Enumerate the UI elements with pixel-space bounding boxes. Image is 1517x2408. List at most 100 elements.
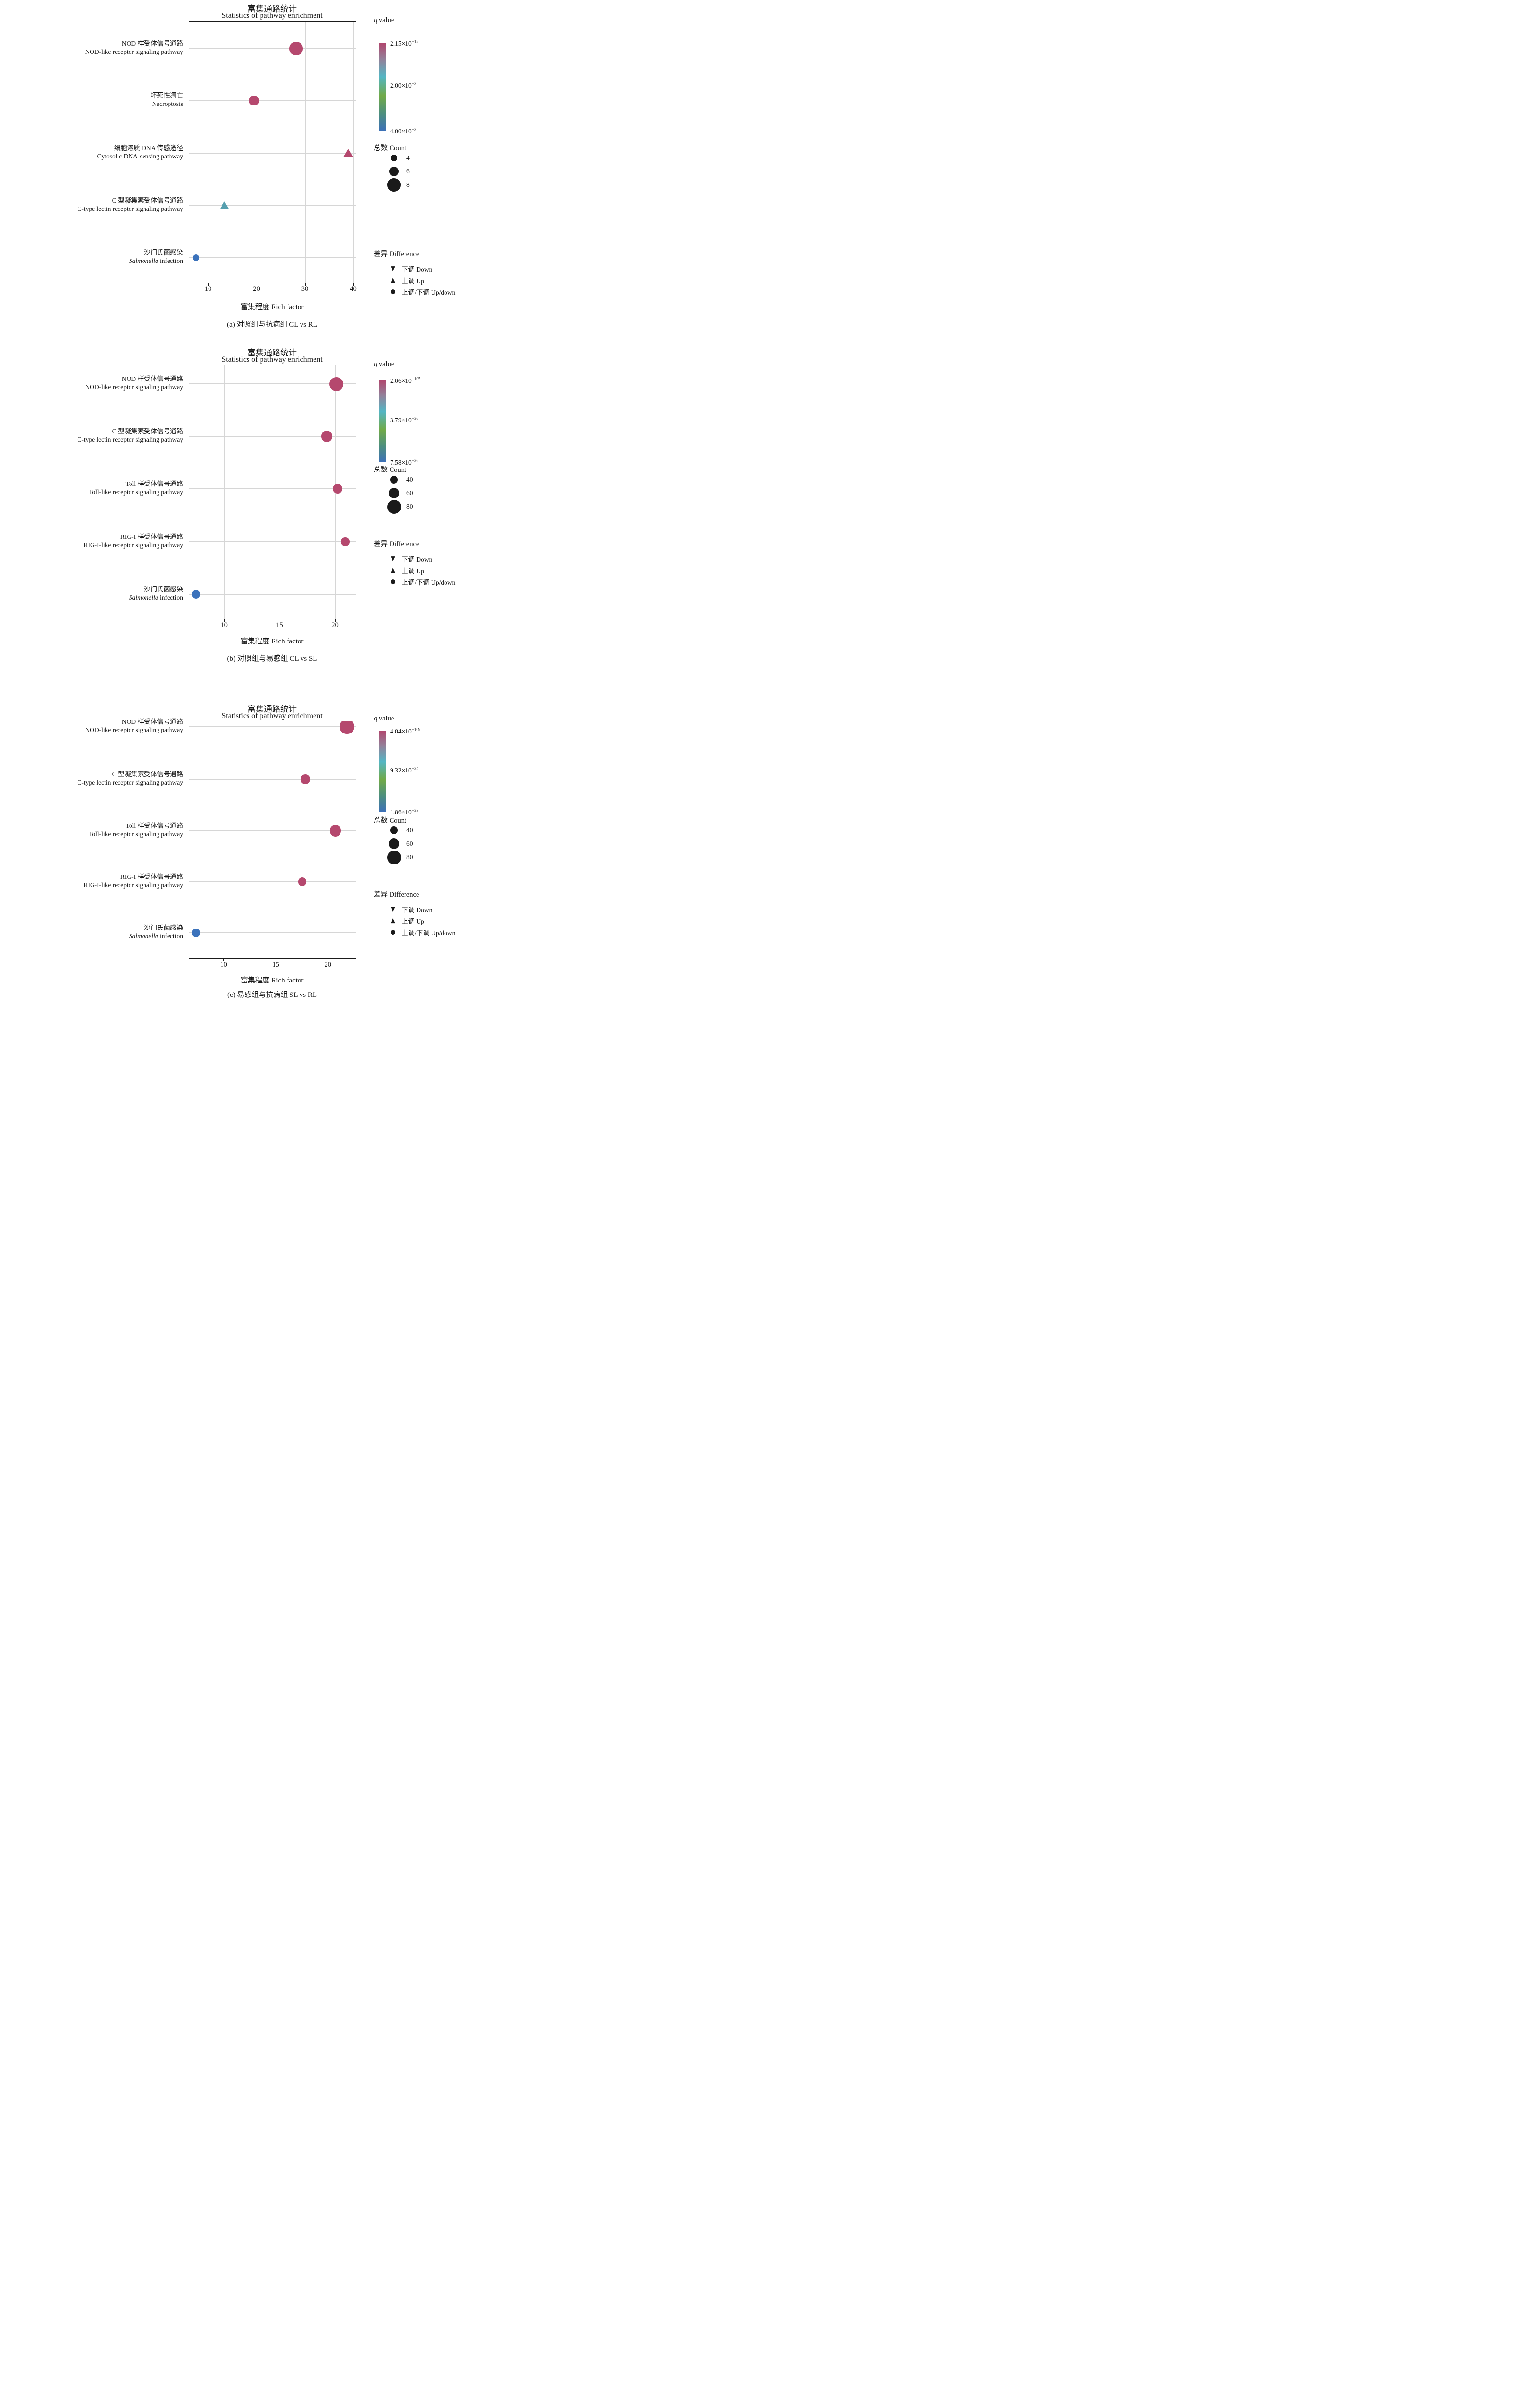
x-tick-label: 15 xyxy=(276,621,283,629)
x-tick-mark xyxy=(335,619,336,622)
y-label-en: NOD-like receptor signaling pathway xyxy=(85,383,183,391)
x-gridline xyxy=(353,22,354,283)
x-axis-label: 富集程度 Rich factor xyxy=(240,303,304,311)
triangle-up-icon: ▲ xyxy=(391,917,395,925)
y-axis-category-label: NOD 样受体信号通路 NOD-like receptor signaling p… xyxy=(23,39,183,56)
chart-title-en: Statistics of pathway enrichment xyxy=(222,12,323,20)
x-tick-mark xyxy=(256,283,258,286)
triangle-up-icon: ▲ xyxy=(391,566,395,574)
x-tick-label: 20 xyxy=(331,621,339,629)
circle-icon: ● xyxy=(390,578,396,586)
difference-legend-label: 上调/下调 Up/down xyxy=(402,289,456,296)
count-legend-label: 60 xyxy=(406,489,413,497)
x-tick-mark xyxy=(275,959,277,961)
q-colorbar-tick-label: 7.58×10−26 xyxy=(390,458,418,466)
y-gridline xyxy=(189,383,356,384)
count-legend-label: 8 xyxy=(406,181,410,188)
legend-q-value-title: q value xyxy=(374,16,394,24)
count-legend-circle xyxy=(391,155,397,161)
y-axis-category-label: Toll 样受体信号通路 Toll-like receptor signaling… xyxy=(23,480,183,496)
circle-icon: ● xyxy=(390,288,396,296)
y-label-zh: RIG-I 样受体信号通路 xyxy=(120,873,183,880)
x-tick-label: 20 xyxy=(324,961,331,968)
circle-icon: ● xyxy=(390,929,396,936)
y-label-zh: NOD 样受体信号通路 xyxy=(121,718,183,725)
y-gridline xyxy=(189,488,356,489)
pathway-enrichment-figure: 富集通路统计 Statistics of pathway enrichment NO… xyxy=(0,0,506,999)
y-gridline xyxy=(189,881,356,882)
data-point-circle xyxy=(340,721,354,734)
y-axis-category-label: RIG-I 样受体信号通路 RIG-I-like receptor signali… xyxy=(23,533,183,549)
data-point-circle xyxy=(249,95,259,106)
y-axis-category-label: 沙门氏菌感染 Salmonella infection xyxy=(23,924,183,940)
x-tick-mark xyxy=(223,959,224,961)
y-label-en-italic: Salmonella xyxy=(129,257,158,264)
data-point-circle xyxy=(341,537,350,546)
triangle-up-icon: ▲ xyxy=(391,276,395,284)
data-point-circle xyxy=(329,377,344,391)
y-gridline xyxy=(189,541,356,542)
y-label-zh: C 型凝集素受体信号通路 xyxy=(112,771,183,778)
y-label-zh: C 型凝集素受体信号通路 xyxy=(112,197,183,204)
count-legend-label: 60 xyxy=(406,840,413,847)
y-axis-category-label: 沙门氏菌感染 Salmonella infection xyxy=(23,585,183,602)
y-axis-category-label: 细胞溶质 DNA 传感途径 Cytosolic DNA-sensing pathw… xyxy=(23,144,183,160)
x-tick-label: 30 xyxy=(301,285,309,293)
y-gridline xyxy=(189,932,356,933)
data-point-circle xyxy=(191,928,201,938)
x-tick-label: 10 xyxy=(221,621,228,629)
q-colorbar-tick-label: 4.04×10−109 xyxy=(390,727,421,735)
y-label-en: C-type lectin receptor signaling pathway xyxy=(77,779,183,786)
q-italic: q xyxy=(374,715,378,722)
y-label-zh: 细胞溶质 DNA 传感途径 xyxy=(114,144,183,152)
count-legend-label: 6 xyxy=(406,168,410,175)
q-colorbar-tick-label: 9.32×10−24 xyxy=(390,765,418,774)
count-legend-label: 40 xyxy=(406,826,413,834)
triangle-down-icon: ▼ xyxy=(391,555,395,563)
y-label-en: Salmonella infection xyxy=(129,594,183,601)
x-tick-mark xyxy=(305,283,306,286)
count-legend-circle xyxy=(388,487,400,499)
count-legend-circle xyxy=(387,850,401,864)
y-gridline xyxy=(189,257,356,258)
q-italic: q xyxy=(374,360,378,368)
chart-title-zh: 富集通路统计 xyxy=(248,705,297,714)
y-label-en: C-type lectin receptor signaling pathway xyxy=(77,436,183,443)
y-label-zh: NOD 样受体信号通路 xyxy=(121,40,183,47)
y-gridline xyxy=(189,726,356,727)
count-legend-circle xyxy=(387,499,401,514)
legend-difference-title: 差异 Difference xyxy=(374,891,419,899)
x-tick-mark xyxy=(327,959,329,961)
plot-area xyxy=(189,21,356,283)
q-exponent: −105 xyxy=(411,376,421,381)
x-gridline xyxy=(224,365,225,619)
y-axis-category-label: C 型凝集素受体信号通路 C-type lectin receptor signa… xyxy=(23,196,183,213)
q-exponent: −26 xyxy=(411,458,418,463)
y-label-zh: 沙门氏菌感染 xyxy=(144,586,183,593)
q-italic: q xyxy=(374,16,378,24)
y-label-en: Necroptosis xyxy=(152,100,183,107)
q-exponent: −12 xyxy=(411,39,418,44)
q-exponent: −3 xyxy=(411,81,417,86)
count-legend-label: 4 xyxy=(406,154,410,161)
count-legend-label: 80 xyxy=(406,853,413,861)
count-legend-circle xyxy=(387,178,401,192)
y-label-en: NOD-like receptor signaling pathway xyxy=(85,48,183,55)
x-tick-label: 10 xyxy=(204,285,212,293)
y-label-zh: 坏死性凋亡 xyxy=(150,92,183,99)
x-axis-label: 富集程度 Rich factor xyxy=(240,977,304,984)
y-label-zh: NOD 样受体信号通路 xyxy=(121,375,183,382)
x-tick-mark xyxy=(353,283,354,286)
x-tick-label: 10 xyxy=(220,961,227,968)
data-point-triangle-up xyxy=(220,201,230,209)
x-axis-label: 富集程度 Rich factor xyxy=(240,638,304,645)
y-label-en: NOD-like receptor signaling pathway xyxy=(85,726,183,733)
y-label-en-italic: Salmonella xyxy=(129,932,158,940)
y-label-en: Cytosolic DNA-sensing pathway xyxy=(97,153,183,160)
data-point-triangle-up xyxy=(343,149,353,157)
y-label-zh: Toll 样受体信号通路 xyxy=(125,480,183,487)
data-point-circle xyxy=(332,484,343,494)
count-legend-label: 40 xyxy=(406,476,413,483)
y-axis-category-label: C 型凝集素受体信号通路 C-type lectin receptor signa… xyxy=(23,427,183,444)
plot-area xyxy=(189,365,356,619)
